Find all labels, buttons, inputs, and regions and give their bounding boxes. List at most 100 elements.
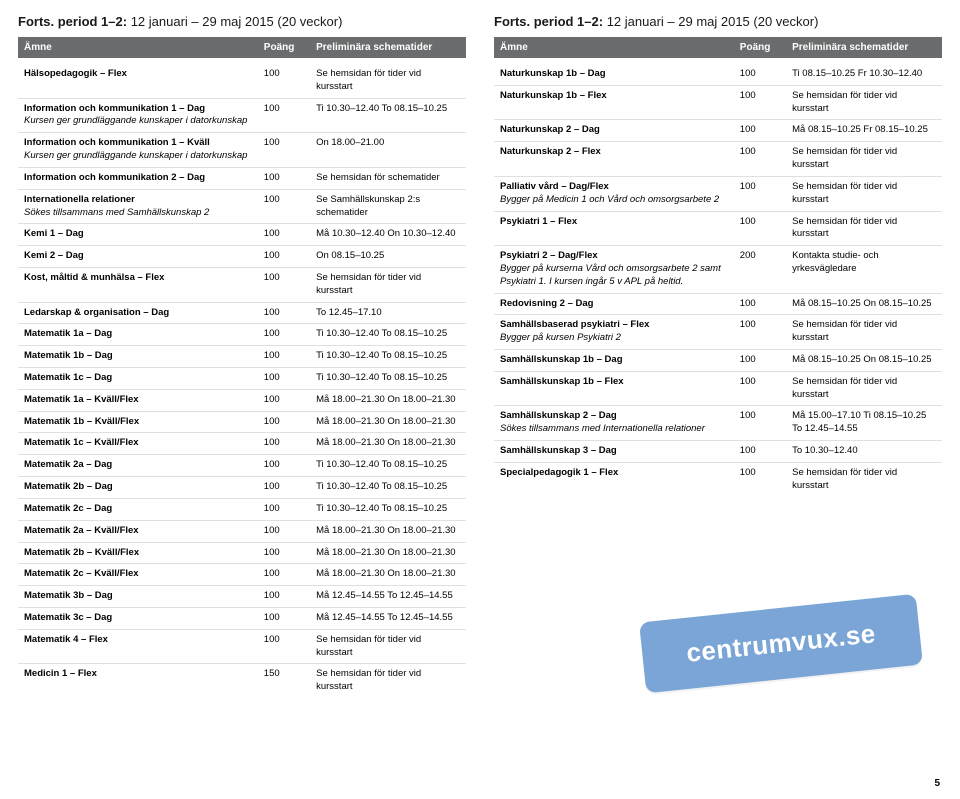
- subject-name: Information och kommunikation 2 – Dag: [24, 172, 205, 183]
- points-cell: 100: [264, 503, 316, 516]
- schedule-cell: On 18.00–21.00: [316, 137, 460, 150]
- subject-cell: Samhällskunskap 1b – Dag: [500, 354, 740, 367]
- subject-name: Matematik 2b – Dag: [24, 481, 113, 492]
- schedule-cell: Ti 10.30–12.40 To 08.15–10.25: [316, 503, 460, 516]
- schedule-cell: Må 15.00–17.10 Ti 08.15–10.25 To 12.45–1…: [792, 410, 936, 436]
- schedule-cell: Se hemsidan för tider vid kursstart: [316, 634, 460, 660]
- subject-name: Matematik 1b – Kväll/Flex: [24, 416, 139, 427]
- table-row: Information och kommunikation 1 – DagKur…: [18, 99, 466, 134]
- table-body-left: Hälsopedagogik – Flex100Se hemsidan för …: [18, 64, 466, 698]
- table-row: Samhällskunskap 1b – Flex100Se hemsidan …: [494, 372, 942, 407]
- schedule-cell: Se hemsidan för tider vid kursstart: [792, 467, 936, 493]
- subject-name: Specialpedagogik 1 – Flex: [500, 467, 618, 478]
- subject-cell: Hälsopedagogik – Flex: [24, 68, 264, 81]
- schedule-cell: Må 18.00–21.30 On 18.00–21.30: [316, 547, 460, 560]
- subject-cell: Samhällskunskap 3 – Dag: [500, 445, 740, 458]
- subject-name: Matematik 3c – Dag: [24, 612, 112, 623]
- table-row: Samhällskunskap 2 – DagSökes tillsammans…: [494, 406, 942, 441]
- subject-cell: Kost, måltid & munhälsa – Flex: [24, 272, 264, 285]
- subject-name: Naturkunskap 2 – Dag: [500, 124, 600, 135]
- schedule-cell: Må 12.45–14.55 To 12.45–14.55: [316, 612, 460, 625]
- schedule-cell: Må 08.15–10.25 On 08.15–10.25: [792, 354, 936, 367]
- table-row: Matematik 2b – Dag100Ti 10.30–12.40 To 0…: [18, 477, 466, 499]
- subject-name: Psykiatri 2 – Dag/Flex: [500, 250, 598, 261]
- points-cell: 100: [264, 612, 316, 625]
- subject-name: Hälsopedagogik – Flex: [24, 68, 127, 79]
- subject-cell: Matematik 2b – Kväll/Flex: [24, 547, 264, 560]
- table-row: Psykiatri 1 – Flex100Se hemsidan för tid…: [494, 212, 942, 247]
- subject-name: Matematik 2c – Kväll/Flex: [24, 568, 139, 579]
- points-cell: 100: [740, 354, 792, 367]
- schedule-cell: Må 08.15–10.25 On 08.15–10.25: [792, 298, 936, 311]
- points-cell: 100: [264, 568, 316, 581]
- table-body-right: Naturkunskap 1b – Dag100Ti 08.15–10.25 F…: [494, 64, 942, 497]
- schedule-cell: Må 18.00–21.30 On 18.00–21.30: [316, 568, 460, 581]
- points-cell: 100: [740, 124, 792, 137]
- points-cell: 100: [264, 103, 316, 116]
- schedule-cell: Må 10.30–12.40 On 10.30–12.40: [316, 228, 460, 241]
- subject-name: Samhällskunskap 1b – Dag: [500, 354, 623, 365]
- schedule-cell: Må 08.15–10.25 Fr 08.15–10.25: [792, 124, 936, 137]
- subject-note: Bygger på kurserna Vård och omsorgsarbet…: [500, 263, 734, 289]
- table-row: Naturkunskap 1b – Dag100Ti 08.15–10.25 F…: [494, 64, 942, 86]
- header-schedule: Preliminära schematider: [792, 42, 936, 53]
- subject-name: Matematik 2b – Kväll/Flex: [24, 547, 139, 558]
- points-cell: 100: [264, 307, 316, 320]
- table-row: Palliativ vård – Dag/FlexBygger på Medic…: [494, 177, 942, 212]
- points-cell: 100: [264, 228, 316, 241]
- header-points: Poäng: [740, 42, 792, 53]
- schedule-cell: Se hemsidan för schematider: [316, 172, 460, 185]
- subject-cell: Matematik 2a – Dag: [24, 459, 264, 472]
- subject-name: Ledarskap & organisation – Dag: [24, 307, 169, 318]
- schedule-cell: Se hemsidan för tider vid kursstart: [316, 68, 460, 94]
- subject-cell: Matematik 1a – Dag: [24, 328, 264, 341]
- period-title-rest: 12 januari – 29 maj 2015 (20 veckor): [603, 14, 818, 29]
- subject-cell: Medicin 1 – Flex: [24, 668, 264, 681]
- subject-cell: Information och kommunikation 1 – DagKur…: [24, 103, 264, 129]
- table-row: Redovisning 2 – Dag100Må 08.15–10.25 On …: [494, 294, 942, 316]
- subject-name: Medicin 1 – Flex: [24, 668, 97, 679]
- schedule-cell: Må 18.00–21.30 On 18.00–21.30: [316, 394, 460, 407]
- subject-cell: Matematik 1c – Kväll/Flex: [24, 437, 264, 450]
- schedule-cell: Ti 10.30–12.40 To 08.15–10.25: [316, 459, 460, 472]
- subject-name: Naturkunskap 2 – Flex: [500, 146, 601, 157]
- table-row: Matematik 3b – Dag100Må 12.45–14.55 To 1…: [18, 586, 466, 608]
- period-title-left: Forts. period 1–2: 12 januari – 29 maj 2…: [18, 14, 466, 29]
- subject-name: Naturkunskap 1b – Dag: [500, 68, 606, 79]
- schedule-cell: Se hemsidan för tider vid kursstart: [792, 90, 936, 116]
- subject-name: Matematik 1c – Dag: [24, 372, 112, 383]
- subject-name: Samhällskunskap 1b – Flex: [500, 376, 624, 387]
- points-cell: 100: [740, 181, 792, 194]
- subject-name: Matematik 1b – Dag: [24, 350, 113, 361]
- subject-name: Matematik 4 – Flex: [24, 634, 108, 645]
- subject-name: Kemi 1 – Dag: [24, 228, 84, 239]
- subject-cell: Matematik 3b – Dag: [24, 590, 264, 603]
- page-container: Forts. period 1–2: 12 januari – 29 maj 2…: [18, 14, 942, 698]
- subject-note: Kursen ger grundläggande kunskaper i dat…: [24, 150, 258, 163]
- points-cell: 100: [264, 68, 316, 81]
- points-cell: 100: [740, 376, 792, 389]
- subject-name: Internationella relationer: [24, 194, 135, 205]
- header-subject: Ämne: [500, 42, 740, 53]
- points-cell: 100: [264, 437, 316, 450]
- subject-name: Matematik 1a – Dag: [24, 328, 112, 339]
- subject-cell: Psykiatri 1 – Flex: [500, 216, 740, 229]
- table-row: Matematik 4 – Flex 100Se hemsidan för tid…: [18, 630, 466, 665]
- left-column: Forts. period 1–2: 12 januari – 29 maj 2…: [18, 14, 466, 698]
- subject-name: Matematik 2c – Dag: [24, 503, 112, 514]
- points-cell: 100: [264, 547, 316, 560]
- points-cell: 150: [264, 668, 316, 681]
- subject-cell: Naturkunskap 2 – Flex: [500, 146, 740, 159]
- points-cell: 100: [264, 634, 316, 647]
- header-schedule: Preliminära schematider: [316, 42, 460, 53]
- subject-cell: Matematik 1b – Kväll/Flex: [24, 416, 264, 429]
- subject-name: Samhällskunskap 3 – Dag: [500, 445, 617, 456]
- schedule-cell: Se Samhällskunskap 2:s schematider: [316, 194, 460, 220]
- subject-note: Sökes tillsammans med Samhällskunskap 2: [24, 207, 258, 220]
- subject-cell: Internationella relationer Sökes tillsamm…: [24, 194, 264, 220]
- subject-note: Kursen ger grundläggande kunskaper i dat…: [24, 115, 258, 128]
- table-row: Internationella relationer Sökes tillsamm…: [18, 190, 466, 225]
- schedule-cell: Ti 10.30–12.40 To 08.15–10.25: [316, 372, 460, 385]
- table-row: Matematik 1a – Dag100Ti 10.30–12.40 To 0…: [18, 324, 466, 346]
- table-header-right: Ämne Poäng Preliminära schematider: [494, 37, 942, 58]
